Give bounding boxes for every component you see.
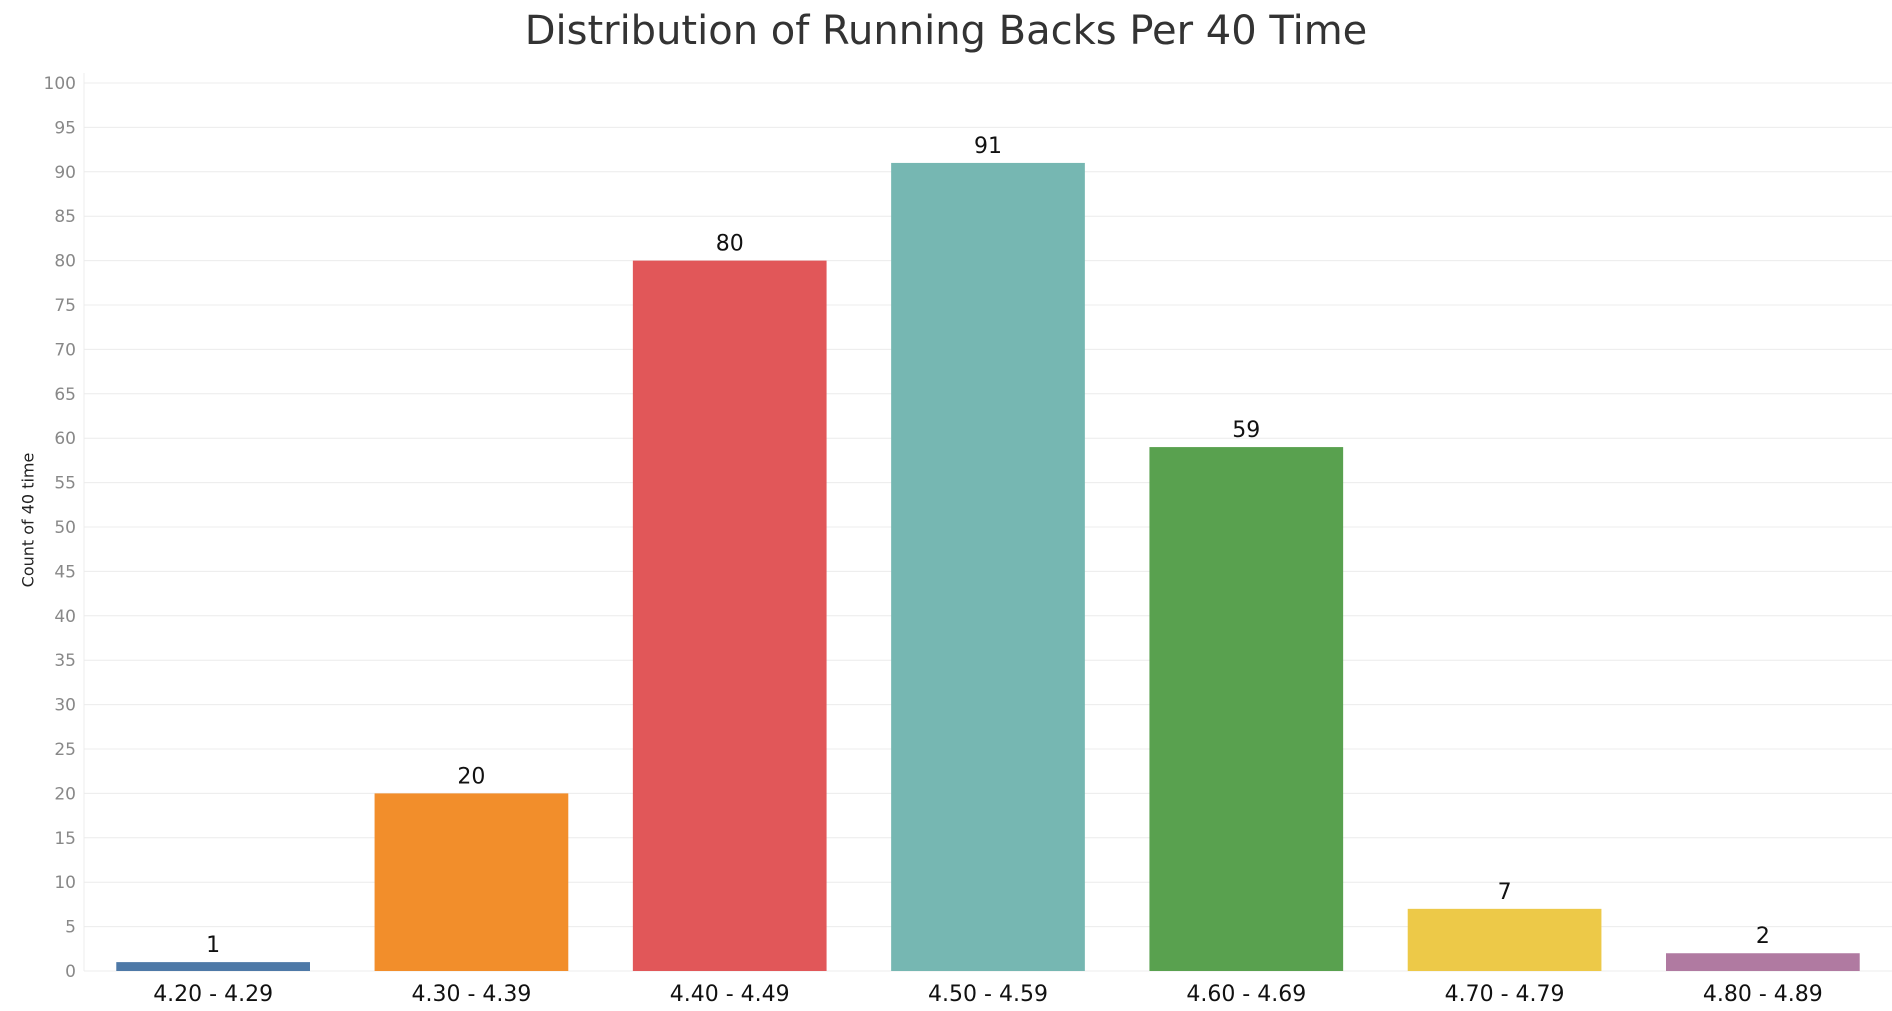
y-tick-label: 70 [54, 340, 76, 360]
y-tick-label: 20 [54, 784, 76, 804]
data-labels: 1 20 80 91 59 7 2 [206, 134, 1770, 958]
y-tick-label: 65 [54, 385, 76, 405]
x-tick-label: 4.40 - 4.49 [670, 982, 790, 1007]
y-tick-label: 95 [54, 118, 76, 138]
bar [116, 962, 311, 971]
y-tick-label: 35 [54, 651, 76, 671]
x-tick-label: 4.60 - 4.69 [1186, 982, 1306, 1007]
y-tick-label: 15 [54, 829, 76, 849]
x-tick-label: 4.80 - 4.89 [1703, 982, 1823, 1007]
y-tick-label: 0 [65, 962, 76, 982]
y-axis-ticks: 0 5 10 15 20 25 30 35 40 45 50 55 60 65 70 75 80 85 90 95 10… [44, 74, 76, 982]
y-tick-label: 60 [54, 429, 76, 449]
y-tick-label: 55 [54, 474, 76, 494]
y-tick-label: 5 [65, 918, 76, 938]
bar [891, 162, 1085, 972]
data-label: 1 [206, 933, 220, 958]
y-tick-label: 10 [54, 873, 76, 893]
data-label: 91 [974, 134, 1002, 159]
y-tick-label: 50 [54, 518, 76, 538]
data-label: 2 [1756, 924, 1770, 949]
y-tick-label: 45 [54, 562, 76, 582]
x-tick-label: 4.50 - 4.59 [928, 982, 1048, 1007]
y-tick-label: 40 [54, 607, 76, 627]
bar [632, 260, 827, 972]
data-label: 59 [1232, 418, 1260, 443]
bar [374, 793, 569, 971]
x-tick-label: 4.20 - 4.29 [153, 982, 273, 1007]
y-tick-label: 80 [54, 252, 76, 272]
data-label: 80 [716, 232, 744, 257]
data-label: 20 [457, 764, 485, 789]
x-tick-label: 4.70 - 4.79 [1445, 982, 1565, 1007]
x-axis-ticks: 4.20 - 4.29 4.30 - 4.39 4.40 - 4.49 4.50 - … [153, 982, 1823, 1007]
y-tick-label: 90 [54, 163, 76, 183]
bars [116, 162, 1860, 972]
bar [1666, 953, 1860, 971]
chart-title: Distribution of Running Backs Per 40 Tim… [524, 8, 1368, 54]
data-label: 7 [1498, 880, 1512, 905]
x-tick-label: 4.30 - 4.39 [411, 982, 531, 1007]
y-tick-label: 25 [54, 740, 76, 760]
y-tick-label: 100 [44, 74, 76, 94]
y-tick-label: 85 [54, 207, 76, 227]
bar [1407, 908, 1602, 971]
bar [1149, 447, 1344, 972]
y-tick-label: 30 [54, 696, 76, 716]
y-tick-label: 75 [54, 296, 76, 316]
